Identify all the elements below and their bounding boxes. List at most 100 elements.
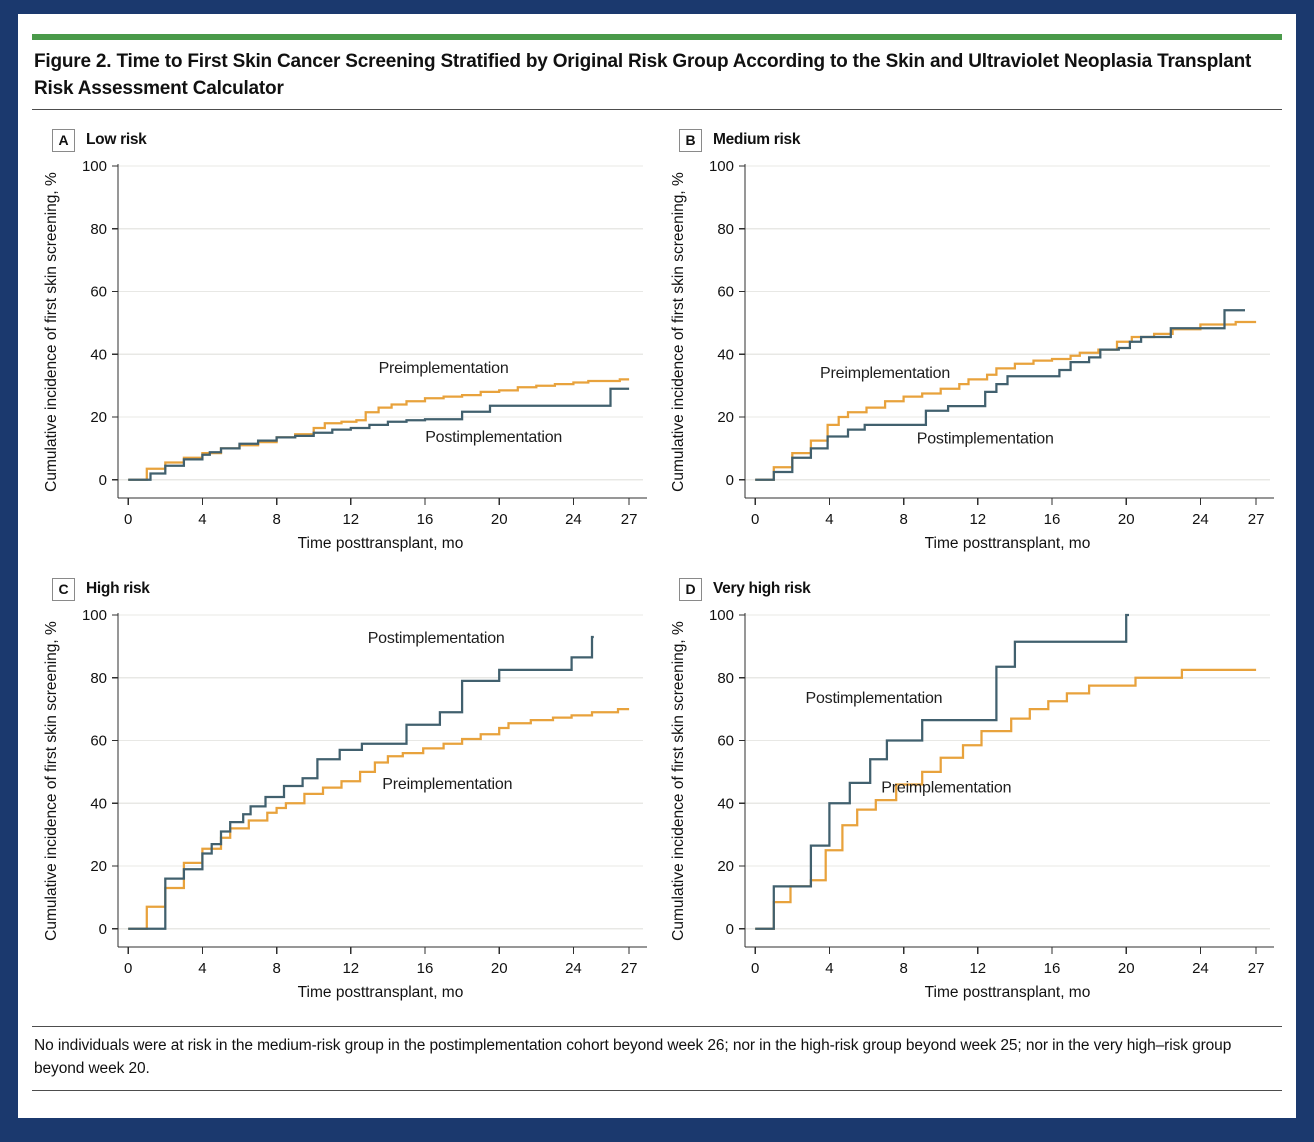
y-tick-label: 100: [709, 607, 734, 624]
x-tick-label: 12: [342, 511, 359, 528]
y-axis-title: Cumulative incidence of first skin scree…: [670, 172, 687, 492]
gridlines: [745, 165, 1270, 481]
x-axis-title: Time posttransplant, mo: [298, 535, 464, 552]
series-label-preimplementation: Preimplementation: [820, 365, 950, 382]
chart-panel-b: 0 20 40 60 80 100 0 4 8 12 16 20 24 27 Time posttransp…: [659, 156, 1282, 561]
panel-c-title: High risk: [86, 580, 150, 598]
y-tick-label: 100: [82, 158, 107, 175]
x-tick-label: 20: [1118, 960, 1135, 977]
series-preimplementation-line: [755, 321, 1257, 482]
panel-b: B Medium risk 0 20 40 60 80 100 0 4 8 12 16 20 24 27 T…: [659, 126, 1282, 561]
panel-c-letter: C: [58, 581, 69, 598]
x-tick-label: 24: [1192, 960, 1209, 977]
x-tick-label: 12: [969, 960, 986, 977]
panel-c-letter-box: C: [52, 577, 75, 601]
y-tick-label: 60: [90, 733, 107, 750]
panel-a-title: Low risk: [86, 131, 147, 149]
y-axis-title: Cumulative incidence of first skin scree…: [43, 621, 60, 941]
panel-c: C High risk 0 20 40 60 80 100 0 4 8 12 16 20 24 27 Tim…: [32, 575, 655, 1010]
footer-block: No individuals were at risk in the mediu…: [32, 1026, 1282, 1092]
x-tick-label: 0: [124, 960, 132, 977]
chart-svg-panel-d: 0 20 40 60 80 100 0 4 8 12 16 20 24 27 Time posttransp…: [670, 607, 1274, 1001]
title-rule: [32, 109, 1282, 111]
chart-panel-a: 0 20 40 60 80 100 0 4 8 12 16 20 24 27 Time posttransp…: [32, 156, 655, 561]
y-tick-label: 20: [717, 409, 734, 426]
panel-d-header: D Very high risk: [679, 575, 1282, 603]
x-tick-label: 8: [272, 511, 280, 528]
tick-labels: 0 20 40 60 80 100 0 4 8 12 16 20 24 27: [709, 158, 1264, 528]
panel-a: A Low risk 0 20 40 60 80 100 0 4 8 12 16 20 24 27 Time…: [32, 126, 655, 561]
y-tick-label: 60: [717, 733, 734, 750]
panel-a-header: A Low risk: [52, 126, 655, 154]
x-tick-label: 27: [621, 511, 638, 528]
y-tick-label: 40: [90, 795, 107, 812]
x-tick-label: 16: [1044, 511, 1061, 528]
footnote-rule-top: [32, 1026, 1282, 1028]
y-tick-label: 40: [717, 346, 734, 363]
chart-svg-panel-b: 0 20 40 60 80 100 0 4 8 12 16 20 24 27 Time posttransp…: [670, 158, 1274, 552]
x-tick-label: 24: [1192, 511, 1209, 528]
y-tick-label: 100: [709, 158, 734, 175]
panel-b-title: Medium risk: [713, 131, 801, 149]
x-tick-label: 0: [751, 960, 759, 977]
y-tick-label: 0: [99, 472, 107, 489]
y-tick-label: 80: [90, 221, 107, 238]
y-tick-label: 0: [99, 921, 107, 938]
y-tick-label: 0: [726, 921, 734, 938]
tick-labels: 0 20 40 60 80 100 0 4 8 12 16 20 24 27: [82, 158, 637, 528]
series-label-postimplementation: Postimplementation: [805, 690, 942, 707]
x-tick-label: 4: [825, 960, 833, 977]
series-postimplementation-line: [128, 636, 594, 931]
series-label-preimplementation: Preimplementation: [881, 779, 1011, 796]
x-tick-label: 4: [198, 960, 206, 977]
x-tick-label: 24: [565, 960, 582, 977]
y-tick-label: 80: [717, 670, 734, 687]
chart-svg-panel-a: 0 20 40 60 80 100 0 4 8 12 16 20 24 27 Time posttransp…: [43, 158, 647, 552]
panel-b-letter: B: [685, 132, 696, 149]
x-tick-label: 27: [621, 960, 638, 977]
figure-title: Figure 2. Time to First Skin Cancer Scre…: [34, 51, 1252, 99]
x-tick-label: 20: [491, 511, 508, 528]
series-label-preimplementation: Preimplementation: [382, 776, 512, 793]
y-tick-label: 20: [90, 858, 107, 875]
y-tick-label: 20: [717, 858, 734, 875]
axes: [739, 164, 1274, 506]
series-preimplementation-line: [755, 668, 1257, 931]
accent-bar: [32, 34, 1282, 40]
series-label-postimplementation: Postimplementation: [368, 630, 505, 647]
gridlines: [118, 614, 643, 930]
footnote: No individuals were at risk in the mediu…: [34, 1037, 1232, 1077]
y-tick-label: 60: [717, 284, 734, 301]
panel-b-letter-box: B: [679, 128, 702, 152]
y-axis-title: Cumulative incidence of first skin scree…: [670, 621, 687, 941]
y-tick-label: 40: [717, 795, 734, 812]
x-tick-label: 16: [1044, 960, 1061, 977]
x-axis-title: Time posttransplant, mo: [925, 535, 1091, 552]
footnote-rule-bottom: [32, 1090, 1282, 1092]
panel-a-letter-box: A: [52, 128, 75, 152]
series-postimplementation-line: [128, 387, 630, 482]
x-tick-label: 20: [491, 960, 508, 977]
panel-d-title: Very high risk: [713, 580, 811, 598]
series-label-preimplementation: Preimplementation: [379, 360, 509, 377]
series-postimplementation-line: [755, 309, 1245, 482]
chart-panel-c: 0 20 40 60 80 100 0 4 8 12 16 20 24 27 Time posttransp…: [32, 605, 655, 1010]
gridlines: [118, 165, 643, 481]
x-tick-label: 16: [417, 960, 434, 977]
x-tick-label: 20: [1118, 511, 1135, 528]
x-axis-title: Time posttransplant, mo: [298, 984, 464, 1001]
y-tick-label: 80: [717, 221, 734, 238]
y-axis-title: Cumulative incidence of first skin scree…: [43, 172, 60, 492]
y-tick-label: 20: [90, 409, 107, 426]
panel-c-header: C High risk: [52, 575, 655, 603]
x-tick-label: 12: [969, 511, 986, 528]
y-tick-label: 80: [90, 670, 107, 687]
axes: [739, 613, 1274, 955]
axes: [112, 164, 647, 506]
gridlines: [745, 614, 1270, 930]
panel-d-letter-box: D: [679, 577, 702, 601]
panel-b-header: B Medium risk: [679, 126, 1282, 154]
x-tick-label: 8: [272, 960, 280, 977]
panel-d: D Very high risk 0 20 40 60 80 100 0 4 8 12 16 20 24…: [659, 575, 1282, 1010]
